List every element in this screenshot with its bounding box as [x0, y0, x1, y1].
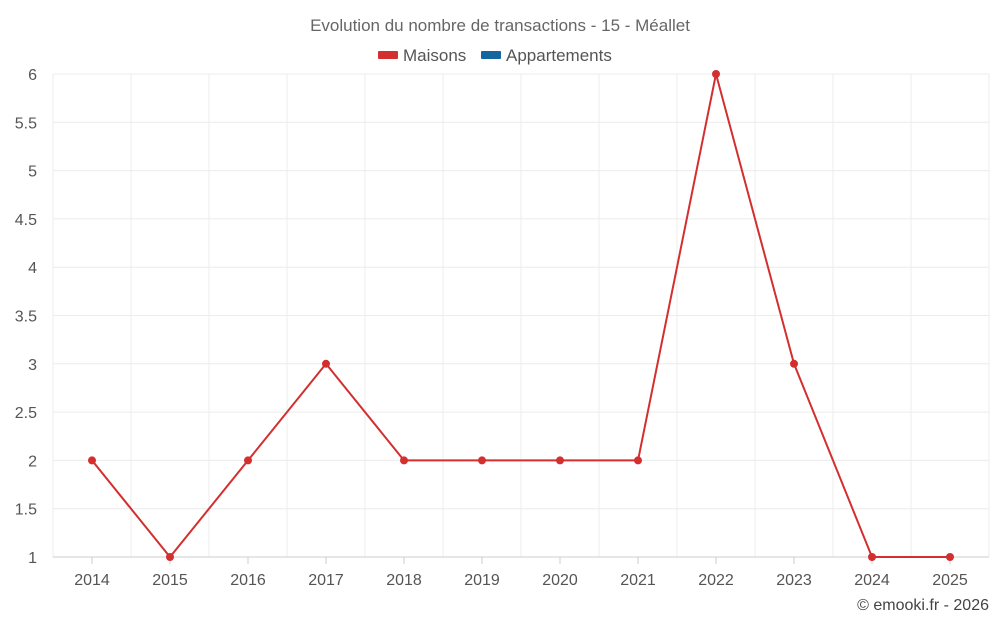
x-tick-label: 2019	[464, 572, 500, 589]
grid	[52, 73, 990, 558]
data-point-2020[interactable]	[556, 456, 564, 465]
data-point-2022[interactable]	[712, 70, 720, 78]
y-tick-label: 3	[28, 357, 37, 374]
legend-swatch-maisons	[378, 51, 398, 59]
data-point-2023[interactable]	[790, 359, 798, 368]
data-point-2024[interactable]	[868, 553, 876, 561]
data-point-2016[interactable]	[244, 456, 252, 465]
x-tick-label: 2022	[698, 572, 734, 589]
data-point-2017[interactable]	[322, 359, 330, 368]
x-tick-label: 2015	[152, 572, 188, 589]
y-tick-label: 1	[28, 550, 37, 567]
y-tick-label: 3.5	[15, 309, 37, 326]
y-tick-label: 4	[28, 260, 37, 277]
credit-text: © emooki.fr - 2026	[857, 597, 989, 614]
legend-label-appartements: Appartements	[506, 46, 612, 65]
data-point-2014[interactable]	[88, 456, 96, 465]
data-point-2018[interactable]	[400, 456, 408, 465]
x-tick-label: 2021	[620, 572, 656, 589]
y-tick-label: 2.5	[15, 405, 37, 422]
x-tick-label: 2017	[308, 572, 344, 589]
y-tick-label: 6	[28, 67, 37, 84]
x-tick-label: 2025	[932, 572, 968, 589]
legend-item-appartements[interactable]: Appartements	[481, 46, 612, 65]
x-tick-label: 2018	[386, 572, 422, 589]
series-line	[91, 73, 950, 558]
x-tick-label: 2024	[854, 572, 890, 589]
series-maisons	[88, 70, 954, 561]
chart-title: Evolution du nombre de transactions - 15…	[310, 16, 690, 35]
x-axis: 2014 2015 2016 2017 2018 2019 2020 2021 2022 2023…	[53, 556, 989, 589]
data-point-2025[interactable]	[946, 553, 954, 561]
data-point-2015[interactable]	[166, 553, 174, 561]
y-tick-label: 1.5	[15, 502, 37, 519]
x-tick-label: 2020	[542, 572, 578, 589]
y-tick-label: 2	[28, 453, 37, 470]
y-tick-label: 5	[28, 164, 37, 181]
x-tick-label: 2014	[74, 572, 110, 589]
y-tick-label: 5.5	[15, 115, 37, 132]
legend-label-maisons: Maisons	[403, 46, 466, 65]
data-point-2019[interactable]	[478, 456, 486, 465]
y-tick-label: 4.5	[15, 212, 37, 229]
legend-item-maisons[interactable]: Maisons	[378, 46, 466, 65]
data-point-2021[interactable]	[634, 456, 642, 465]
x-tick-label: 2023	[776, 572, 812, 589]
x-tick-label: 2016	[230, 572, 266, 589]
legend: Maisons Appartements	[378, 46, 612, 65]
legend-swatch-appartements	[481, 51, 501, 59]
y-axis: 1 1.5 2 2.5 3 3.5 4 4.5 5 5.5 6	[15, 67, 37, 567]
